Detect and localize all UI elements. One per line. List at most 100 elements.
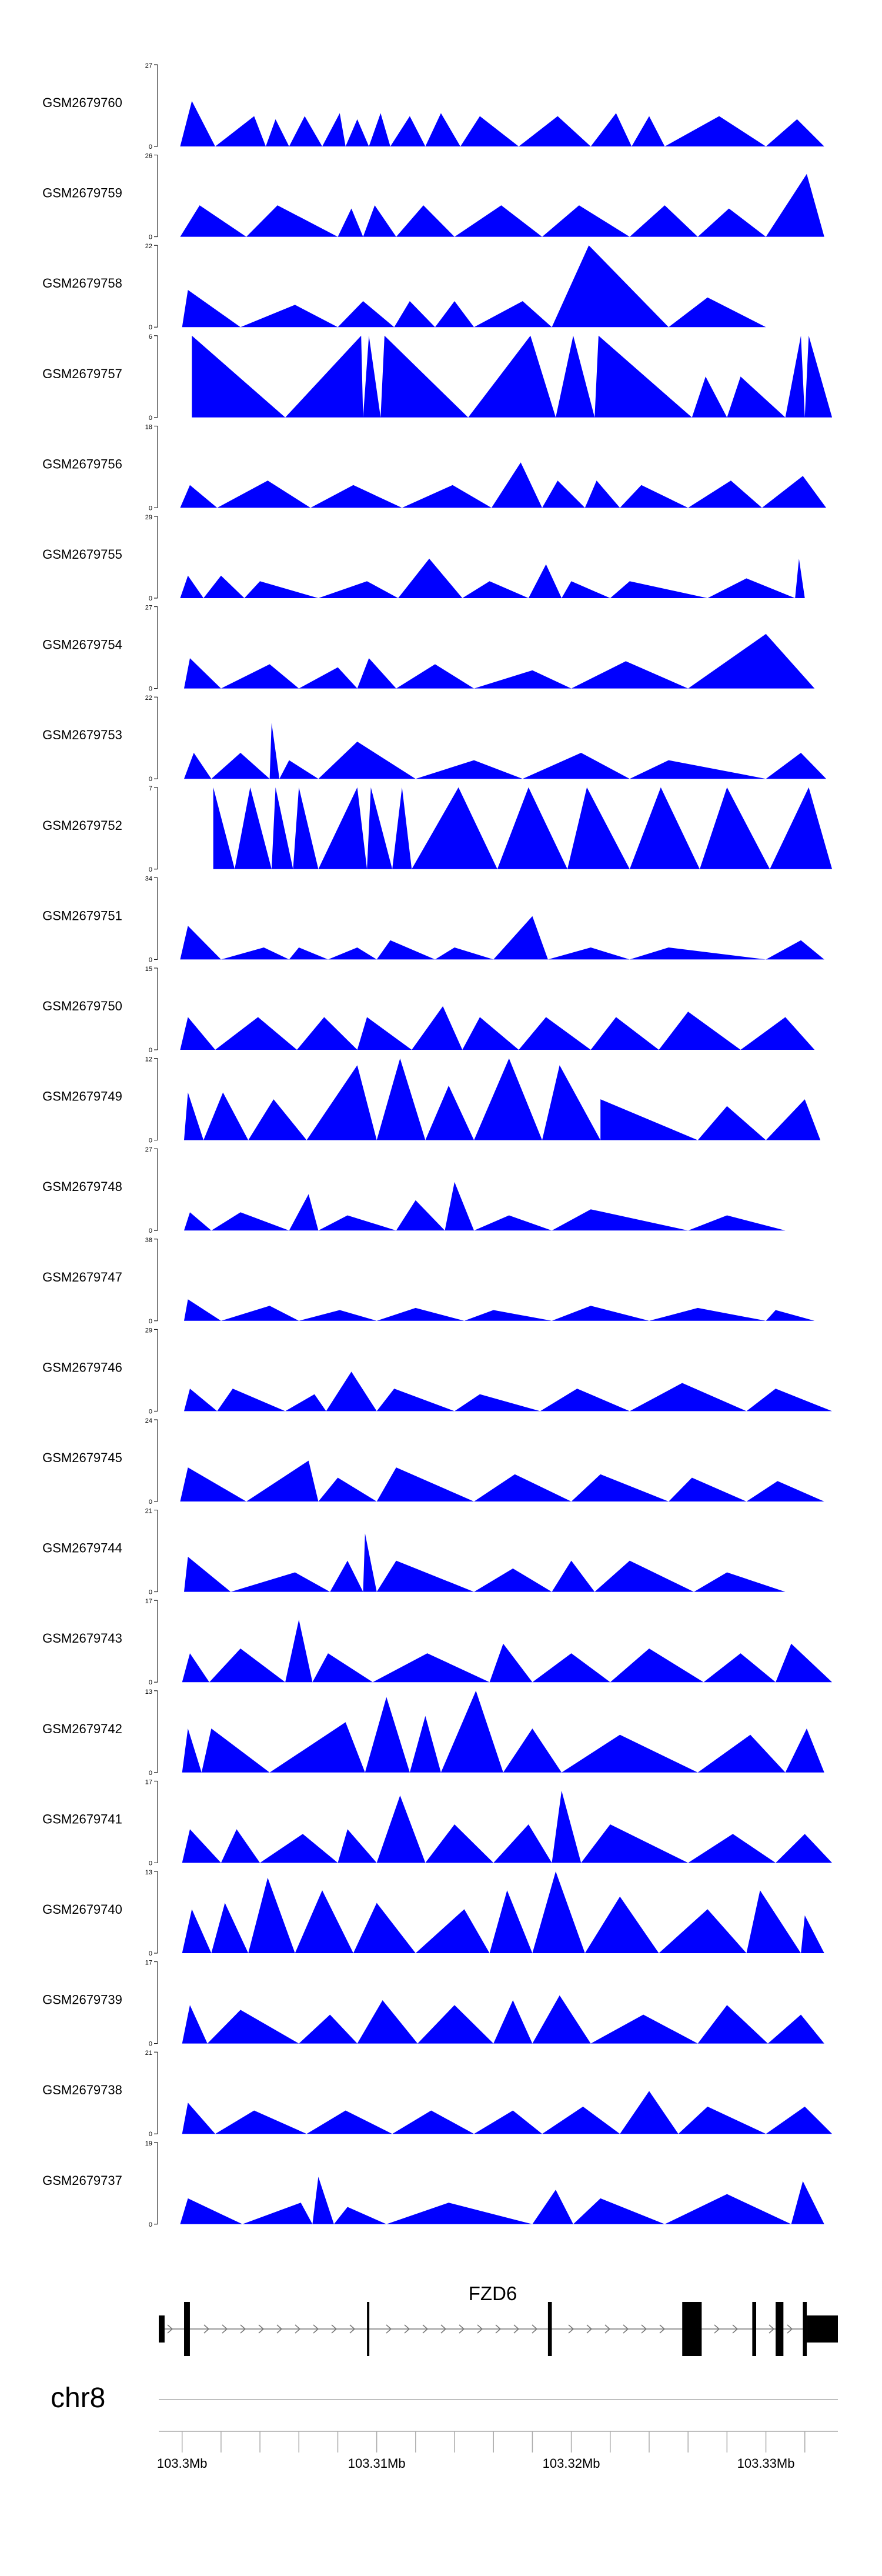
track-ymax-label: 38 [145, 1237, 152, 1244]
strand-arrow [276, 2324, 283, 2334]
track: GSM2679750 15 0 [42, 966, 815, 1054]
x-tick-label: 103.31Mb [348, 2456, 406, 2471]
track-label: GSM2679754 [42, 638, 122, 652]
track-label: GSM2679741 [42, 1811, 122, 1826]
track-ymax-label: 26 [145, 153, 152, 160]
strand-arrow [714, 2324, 720, 2334]
track-ymin-label: 0 [149, 1137, 152, 1144]
track: GSM2679743 17 0 [42, 1598, 833, 1686]
track-ymax-label: 24 [145, 1417, 152, 1424]
track: GSM2679737 19 0 [42, 2140, 824, 2228]
exon [807, 2315, 838, 2343]
coverage-area [182, 2056, 833, 2134]
coverage-area [184, 606, 815, 689]
coverage-area [180, 979, 815, 1050]
strand-arrow [222, 2324, 228, 2334]
track-ymax-label: 27 [145, 605, 152, 612]
track: GSM2679744 21 0 [42, 1508, 786, 1596]
track-ymin-label: 0 [149, 1589, 152, 1596]
track: GSM2679738 21 0 [42, 2050, 833, 2138]
coverage-area [184, 1058, 821, 1140]
strand-arrow [787, 2324, 793, 2334]
track-label: GSM2679742 [42, 1721, 122, 1736]
strand-arrow [386, 2324, 392, 2334]
track: GSM2679742 13 0 [42, 1689, 824, 1777]
strand-arrow [440, 2324, 447, 2334]
coverage-area [184, 1329, 833, 1412]
coverage-area [182, 1610, 833, 1683]
x-tick-label: 103.3Mb [157, 2456, 208, 2471]
exon [776, 2302, 784, 2356]
track-ymax-label: 17 [145, 1778, 152, 1786]
coverage-area [180, 173, 824, 237]
strand-arrow [568, 2324, 574, 2334]
track-ymin-label: 0 [149, 1679, 152, 1686]
track-ymin-label: 0 [149, 2131, 152, 2138]
gene-track: FZD6 [159, 2283, 838, 2356]
track: GSM2679741 17 0 [42, 1778, 833, 1867]
track-label: GSM2679759 [42, 186, 122, 201]
track: GSM2679752 7 0 [42, 785, 833, 873]
exon [367, 2302, 370, 2356]
strand-arrow [349, 2324, 356, 2334]
track-label: GSM2679755 [42, 547, 122, 562]
track-ymin-label: 0 [149, 505, 152, 512]
track: GSM2679749 12 0 [42, 1056, 821, 1144]
track-label: GSM2679746 [42, 1360, 122, 1374]
strand-arrow [495, 2324, 502, 2334]
coverage-area [180, 877, 824, 960]
track-ymin-label: 0 [149, 324, 152, 331]
strand-arrow [513, 2324, 520, 2334]
track: GSM2679755 29 0 [42, 514, 805, 602]
track-ymax-label: 13 [145, 1689, 152, 1696]
track-label: GSM2679752 [42, 818, 122, 833]
track-ymin-label: 0 [149, 686, 152, 693]
track: GSM2679757 6 0 [42, 333, 833, 422]
track: GSM2679756 18 0 [42, 423, 827, 512]
track: GSM2679760 27 0 [42, 62, 824, 151]
track-label: GSM2679747 [42, 1270, 122, 1284]
track-label: GSM2679753 [42, 728, 122, 742]
track-ymax-label: 18 [145, 423, 152, 431]
track-ymin-label: 0 [149, 415, 152, 422]
coverage-area [180, 1420, 824, 1501]
strand-arrow [167, 2324, 173, 2334]
track-ymin-label: 0 [149, 866, 152, 873]
track-ymin-label: 0 [149, 776, 152, 783]
track-ymin-label: 0 [149, 234, 152, 241]
coverage-area [184, 1149, 786, 1231]
track-label: GSM2679745 [42, 1450, 122, 1465]
strand-arrow [532, 2324, 538, 2334]
track-ymin-label: 0 [149, 956, 152, 963]
coverage-area [182, 1966, 824, 2044]
track-ymin-label: 0 [149, 2221, 152, 2228]
track: GSM2679754 27 0 [42, 605, 815, 693]
track-ymin-label: 0 [149, 1227, 152, 1234]
coverage-area [184, 1239, 815, 1321]
track-label: GSM2679748 [42, 1179, 122, 1194]
track-ymax-label: 12 [145, 1056, 152, 1063]
track-ymax-label: 17 [145, 1598, 152, 1605]
strand-arrow [331, 2324, 338, 2334]
coverage-tracks: GSM2679760270GSM2679759260GSM2679758220G… [42, 62, 833, 2228]
strand-arrow [295, 2324, 301, 2334]
coverage-area [192, 335, 833, 418]
track: GSM2679747 38 0 [42, 1237, 815, 1325]
track-label: GSM2679749 [42, 1089, 122, 1104]
track-label: GSM2679743 [42, 1631, 122, 1646]
track-label: GSM2679740 [42, 1902, 122, 1917]
track-label: GSM2679738 [42, 2083, 122, 2097]
track-ymin-label: 0 [149, 1318, 152, 1325]
track-ymin-label: 0 [149, 1950, 152, 1957]
gene-label: FZD6 [469, 2283, 517, 2304]
track-ymin-label: 0 [149, 595, 152, 602]
strand-arrow [422, 2324, 429, 2334]
track-label: GSM2679739 [42, 1993, 122, 2007]
track-ymax-label: 17 [145, 1960, 152, 1967]
strand-arrow [404, 2324, 410, 2334]
strand-arrow [641, 2324, 647, 2334]
track-ymin-label: 0 [149, 144, 152, 151]
x-tick-label: 103.33Mb [737, 2456, 795, 2471]
coverage-area [180, 65, 824, 146]
